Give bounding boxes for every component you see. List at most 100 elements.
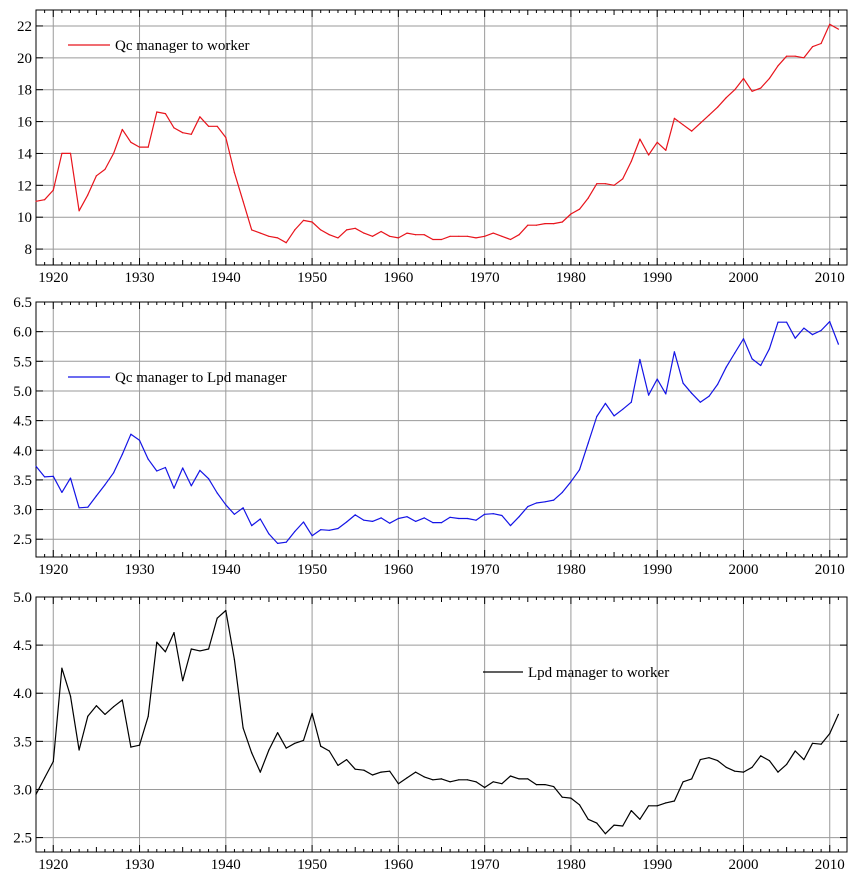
data-point xyxy=(61,152,63,154)
y-tick-label: 5.5 xyxy=(13,354,32,370)
data-point xyxy=(182,467,184,469)
legend-label: Qc manager to worker xyxy=(115,38,250,54)
data-point xyxy=(699,759,701,761)
series-line-lpd-manager-to-worker xyxy=(35,609,839,835)
data-point xyxy=(561,221,563,223)
data-point xyxy=(337,764,339,767)
data-point xyxy=(104,484,106,486)
data-point xyxy=(44,199,46,201)
data-point xyxy=(717,106,719,108)
data-point xyxy=(492,781,494,783)
x-tick-label: 1950 xyxy=(297,270,327,286)
y-tick-label: 22 xyxy=(17,19,32,35)
data-point xyxy=(734,89,736,91)
data-point xyxy=(35,200,37,202)
data-point xyxy=(302,739,305,742)
data-point xyxy=(346,521,348,523)
data-point xyxy=(190,648,192,650)
data-point xyxy=(69,695,72,697)
data-point xyxy=(587,818,589,820)
data-point xyxy=(458,517,460,520)
data-point xyxy=(742,338,745,340)
data-point xyxy=(380,517,382,519)
data-point xyxy=(682,382,684,384)
data-point xyxy=(354,227,356,229)
data-point xyxy=(622,408,624,410)
data-point xyxy=(432,779,434,781)
data-point xyxy=(164,113,166,115)
data-point xyxy=(673,117,676,119)
data-point xyxy=(173,487,175,489)
data-point xyxy=(725,97,727,99)
plot-frame xyxy=(35,596,848,853)
data-point xyxy=(406,516,408,518)
data-point xyxy=(415,520,417,523)
data-point xyxy=(138,439,141,441)
data-point xyxy=(208,125,210,127)
data-point xyxy=(699,401,701,403)
x-tick-label: 1960 xyxy=(383,270,413,286)
x-tick-label: 1940 xyxy=(211,857,241,873)
data-point xyxy=(811,334,814,336)
data-point xyxy=(121,453,123,455)
data-point xyxy=(52,189,54,191)
data-point xyxy=(320,229,322,231)
data-point xyxy=(820,743,822,745)
plot-frame xyxy=(35,301,848,558)
data-point xyxy=(622,178,624,180)
y-tick-label: 5.0 xyxy=(13,384,32,400)
data-point xyxy=(449,235,451,237)
data-point xyxy=(544,501,546,503)
data-point xyxy=(156,111,158,113)
data-point xyxy=(578,469,581,471)
data-point xyxy=(691,130,693,132)
x-tick-label: 1970 xyxy=(470,857,500,873)
data-point xyxy=(691,392,693,394)
data-point xyxy=(760,87,762,89)
data-point xyxy=(708,114,710,116)
data-point xyxy=(251,752,253,754)
data-point xyxy=(717,383,719,385)
data-point xyxy=(820,329,822,332)
data-point xyxy=(285,541,287,543)
data-point xyxy=(613,415,615,417)
data-point xyxy=(553,786,555,788)
data-point xyxy=(147,146,149,148)
data-point xyxy=(130,746,132,748)
data-point xyxy=(639,818,641,820)
data-point xyxy=(346,759,348,761)
data-point xyxy=(509,238,512,241)
x-tick-label: 2000 xyxy=(728,562,758,578)
data-point xyxy=(768,348,771,350)
data-point xyxy=(656,378,658,380)
data-point xyxy=(837,28,840,30)
data-point xyxy=(829,321,831,323)
data-point xyxy=(432,238,434,241)
data-point xyxy=(251,525,253,527)
y-tick-label: 18 xyxy=(17,83,32,99)
data-point xyxy=(113,706,115,708)
data-point xyxy=(501,783,503,785)
data-point xyxy=(199,116,201,118)
data-point xyxy=(208,648,210,650)
data-point xyxy=(665,393,667,395)
y-tick-label: 6.0 xyxy=(13,325,32,341)
data-point xyxy=(397,783,399,785)
data-point xyxy=(277,732,279,734)
data-point xyxy=(449,781,451,783)
data-point xyxy=(742,771,745,773)
data-point xyxy=(811,46,814,48)
x-tick-label: 1980 xyxy=(556,857,586,873)
data-point xyxy=(95,495,97,497)
data-point xyxy=(596,822,598,824)
data-point xyxy=(259,232,261,234)
data-point xyxy=(328,750,330,752)
series-line-qc-manager-to-lpd-manager xyxy=(35,321,839,545)
data-point xyxy=(501,235,503,237)
data-point xyxy=(484,786,486,789)
legend-label: Lpd manager to worker xyxy=(528,665,669,681)
data-point xyxy=(268,749,270,751)
data-point xyxy=(216,617,218,619)
data-point xyxy=(138,146,141,148)
